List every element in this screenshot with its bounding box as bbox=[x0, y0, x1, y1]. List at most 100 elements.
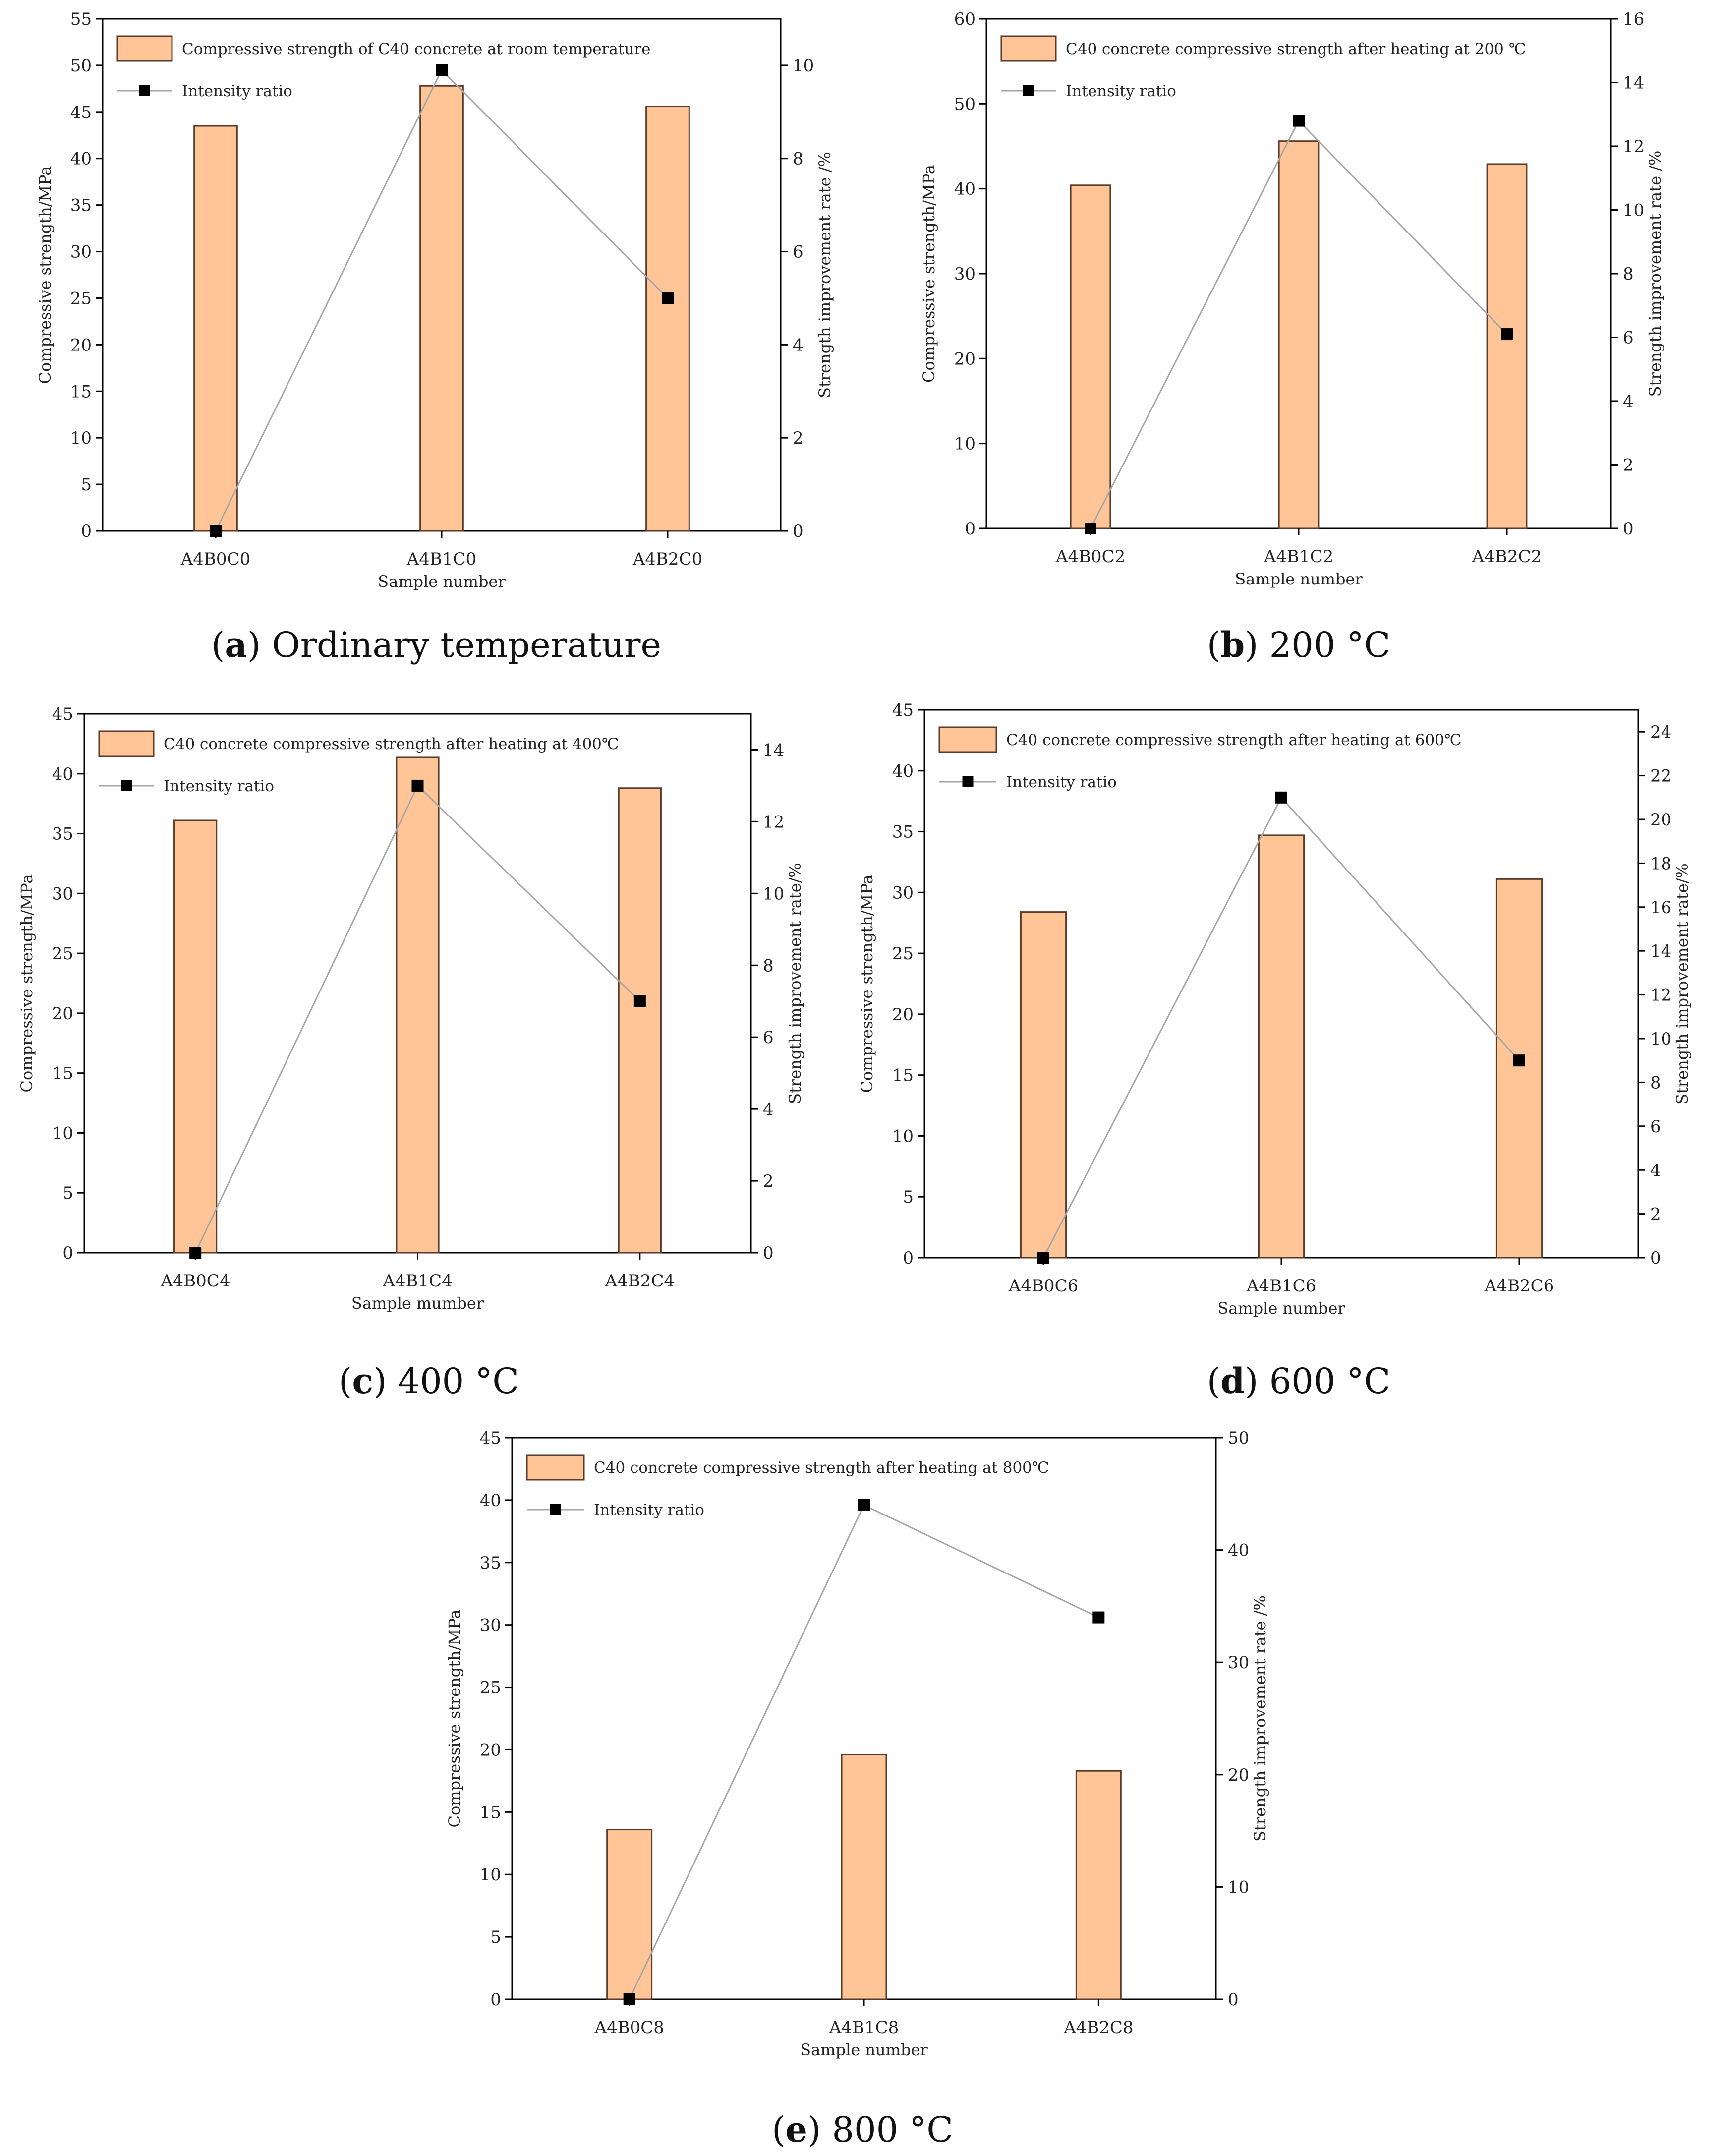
y2-tick-label: 8 bbox=[1623, 264, 1634, 284]
intensity-ratio-point-A4B0C6 bbox=[1037, 1252, 1049, 1264]
y2-tick-label: 16 bbox=[1650, 898, 1671, 918]
intensity-ratio-point-A4B0C4 bbox=[189, 1247, 202, 1259]
caption-letter: a bbox=[225, 624, 247, 665]
chart-panel-d: 051015202530354045024681012141618202224A… bbox=[858, 700, 1692, 1401]
y-tick-label: 10 bbox=[70, 428, 92, 448]
y-tick-label: 30 bbox=[954, 264, 976, 284]
caption-paren-close: ) bbox=[1245, 625, 1258, 665]
x-tick-label: A4B2C8 bbox=[1063, 2018, 1133, 2038]
y2-tick-label: 14 bbox=[763, 740, 784, 760]
x-tick-label: A4B0C2 bbox=[1055, 547, 1125, 567]
x-tick-label: A4B1C6 bbox=[1246, 1276, 1316, 1296]
y2-tick-label: 16 bbox=[1623, 9, 1644, 29]
legend-line-label: Intensity ratio bbox=[594, 1501, 704, 1519]
y2-tick-label: 20 bbox=[1228, 1765, 1249, 1785]
bar-A4B0C6 bbox=[1020, 911, 1067, 1259]
legend-line-marker bbox=[550, 1504, 561, 1515]
intensity-ratio-point-A4B1C4 bbox=[411, 779, 424, 792]
y-tick-label: 20 bbox=[52, 1004, 73, 1024]
bar-A4B2C4 bbox=[618, 787, 662, 1254]
y2-tick-label: 10 bbox=[793, 56, 814, 76]
y-tick-label: 20 bbox=[70, 335, 92, 355]
y-tick-label: 0 bbox=[965, 519, 976, 539]
y2-tick-label: 10 bbox=[1623, 201, 1644, 221]
panel-caption: (b) 200 °C bbox=[1207, 624, 1390, 665]
intensity-ratio-point-A4B2C4 bbox=[633, 995, 646, 1007]
intensity-ratio-point-A4B0C8 bbox=[623, 1993, 635, 2005]
y2-tick-label: 12 bbox=[763, 812, 784, 832]
caption-paren-close: ) bbox=[247, 625, 261, 665]
y2-tick-label: 50 bbox=[1228, 1428, 1249, 1448]
caption-text: 400 °C bbox=[387, 1361, 519, 1401]
y-tick-label: 20 bbox=[892, 1005, 914, 1025]
y-tick-label: 0 bbox=[903, 1248, 914, 1268]
x-tick-label: A4B0C6 bbox=[1008, 1276, 1078, 1296]
chart-panel-b: 0 10 20 30 40 50 60 0 2 4 6 8 10 12 14 16 A4B0C2 A4B1C2 A4… bbox=[919, 9, 1665, 665]
y2-tick-label: 8 bbox=[763, 956, 774, 976]
y-tick-label: 0 bbox=[81, 522, 92, 541]
panel-caption: (a) Ordinary temperature bbox=[211, 624, 661, 665]
y2-axis-title: Strength improvement rate /% bbox=[1251, 1595, 1269, 1842]
legend-line-label: Intensity ratio bbox=[1066, 82, 1176, 100]
y-tick-label: 30 bbox=[480, 1616, 501, 1635]
intensity-ratio-point-A4B2C2 bbox=[1501, 328, 1513, 341]
y2-tick-label: 2 bbox=[1650, 1205, 1661, 1224]
intensity-ratio-point-A4B1C2 bbox=[1293, 115, 1305, 127]
y-axis-title: Compressive strength/MPa bbox=[36, 166, 55, 384]
y2-tick-label: 40 bbox=[1228, 1541, 1249, 1561]
x-axis-title: Sample number bbox=[1217, 1299, 1345, 1318]
y2-tick-label: 4 bbox=[1650, 1161, 1661, 1180]
x-axis-title: Sample mumber bbox=[351, 1294, 484, 1313]
y-tick-label: 40 bbox=[70, 149, 92, 169]
bar-A4B0C8 bbox=[606, 1829, 653, 2000]
y-tick-label: 5 bbox=[81, 475, 92, 495]
y-axis-title: Compressive strength/MPa bbox=[858, 875, 876, 1093]
bar-A4B1C4 bbox=[396, 756, 440, 1254]
y2-tick-label: 0 bbox=[1623, 519, 1634, 539]
intensity-ratio-point-A4B0C2 bbox=[1085, 523, 1096, 534]
y2-tick-label: 24 bbox=[1650, 722, 1671, 742]
y-tick-label: 45 bbox=[52, 704, 73, 724]
y-tick-label: 40 bbox=[480, 1491, 501, 1511]
caption-paren-close: ) bbox=[807, 2109, 821, 2150]
intensity-ratio-point-A4B2C0 bbox=[662, 292, 674, 304]
legend-bar-swatch bbox=[526, 1454, 585, 1481]
caption-paren-open: ( bbox=[339, 1361, 352, 1401]
intensity-ratio-point-A4B2C8 bbox=[1092, 1611, 1105, 1624]
legend-line-label: Intensity ratio bbox=[164, 777, 274, 795]
x-axis-title: Sample number bbox=[800, 2040, 928, 2059]
chart-panel-a: 0 5 10 15 20 25 30 35 40 45 50 55 0 2 4 6 8 10 A4B0C0 A4B1C… bbox=[36, 9, 834, 665]
y2-tick-label: 14 bbox=[1623, 73, 1644, 93]
y-axis-title: Compressive strength/MPa bbox=[17, 874, 36, 1093]
x-tick-label: A4B2C6 bbox=[1484, 1276, 1554, 1296]
y2-axis-title: Strength improvement rate/% bbox=[786, 863, 804, 1104]
y2-tick-label: 6 bbox=[763, 1028, 774, 1048]
x-tick-label: A4B2C0 bbox=[632, 549, 702, 569]
y-tick-label: 20 bbox=[480, 1740, 501, 1760]
y-tick-label: 40 bbox=[52, 764, 73, 784]
y2-tick-label: 10 bbox=[1650, 1029, 1671, 1049]
y2-tick-label: 20 bbox=[1650, 810, 1671, 830]
y2-tick-label: 12 bbox=[1650, 986, 1671, 1005]
bar-A4B1C6 bbox=[1258, 834, 1305, 1259]
caption-text: 800 °C bbox=[821, 2109, 953, 2150]
y-tick-label: 30 bbox=[892, 883, 914, 903]
legend-bar-label: C40 concrete compressive strength after … bbox=[1066, 40, 1526, 58]
caption-paren-open: ( bbox=[211, 625, 225, 665]
y2-tick-label: 4 bbox=[763, 1100, 774, 1119]
y2-tick-label: 0 bbox=[1228, 1990, 1239, 2010]
x-tick-label: A4B1C4 bbox=[382, 1271, 452, 1291]
y2-tick-label: 8 bbox=[793, 149, 804, 169]
y-tick-label: 5 bbox=[903, 1187, 914, 1207]
intensity-ratio-point-A4B0C0 bbox=[210, 525, 222, 537]
chart-panel-e: 0 5 10 15 20 25 30 35 40 45 0 10 20 30 40 50 A4B0C8 A4B1C… bbox=[445, 1428, 1269, 2150]
y-tick-label: 45 bbox=[70, 103, 92, 122]
y-tick-label: 15 bbox=[892, 1066, 914, 1086]
caption-letter: b bbox=[1220, 624, 1245, 665]
y-tick-label: 15 bbox=[70, 382, 92, 402]
y-tick-label: 40 bbox=[954, 179, 976, 199]
y-tick-label: 10 bbox=[954, 434, 976, 454]
y-tick-label: 0 bbox=[490, 1990, 501, 2010]
caption-text: Ordinary temperature bbox=[261, 625, 661, 665]
bar-A4B0C4 bbox=[173, 819, 218, 1254]
